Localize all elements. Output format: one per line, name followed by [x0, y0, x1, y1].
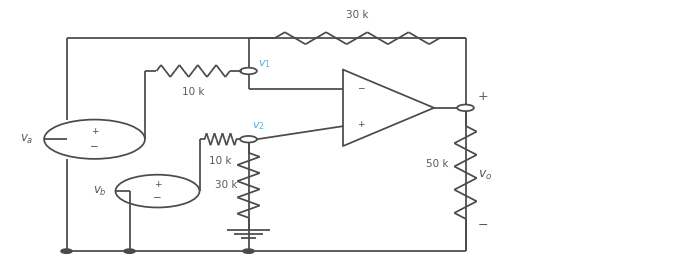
Text: 10 k: 10 k: [182, 87, 204, 97]
Circle shape: [243, 249, 254, 253]
Text: 30 k: 30 k: [216, 180, 238, 190]
Text: $v_1$: $v_1$: [258, 58, 270, 70]
Text: 10 k: 10 k: [209, 156, 232, 166]
Text: 30 k: 30 k: [346, 10, 368, 20]
Text: $v_a$: $v_a$: [20, 133, 34, 146]
Text: $v_2$: $v_2$: [252, 121, 265, 132]
Text: +: +: [357, 120, 364, 129]
Text: $v_o$: $v_o$: [478, 168, 493, 182]
Text: 50 k: 50 k: [426, 159, 448, 169]
Text: −: −: [357, 84, 364, 93]
Text: −: −: [153, 193, 162, 203]
Text: −: −: [90, 142, 99, 152]
Text: +: +: [154, 180, 161, 189]
Text: −: −: [478, 219, 489, 232]
Circle shape: [61, 249, 72, 253]
Text: +: +: [478, 90, 489, 103]
Text: +: +: [91, 127, 98, 136]
Circle shape: [124, 249, 135, 253]
Text: $v_b$: $v_b$: [93, 185, 107, 198]
